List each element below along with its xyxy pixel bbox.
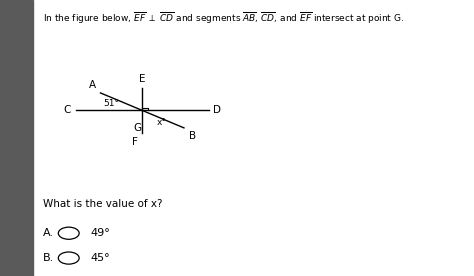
- Text: x°: x°: [156, 118, 166, 127]
- Text: D: D: [213, 105, 221, 115]
- Text: 49°: 49°: [90, 228, 110, 238]
- Text: C: C: [64, 105, 71, 115]
- Text: 51°: 51°: [103, 99, 119, 108]
- Text: B: B: [189, 131, 196, 141]
- Text: F: F: [132, 137, 138, 147]
- Text: E: E: [139, 74, 146, 84]
- Text: 45°: 45°: [90, 253, 109, 263]
- Text: What is the value of x?: What is the value of x?: [43, 199, 162, 209]
- Text: G: G: [133, 123, 142, 133]
- Bar: [0, 0, 33, 276]
- Text: A: A: [89, 80, 96, 90]
- Text: In the figure below, $\overline{EF}$ $\perp$ $\overline{CD}$ and segments $\over: In the figure below, $\overline{EF}$ $\p…: [43, 11, 404, 26]
- Text: A.: A.: [43, 228, 54, 238]
- Text: B.: B.: [43, 253, 54, 263]
